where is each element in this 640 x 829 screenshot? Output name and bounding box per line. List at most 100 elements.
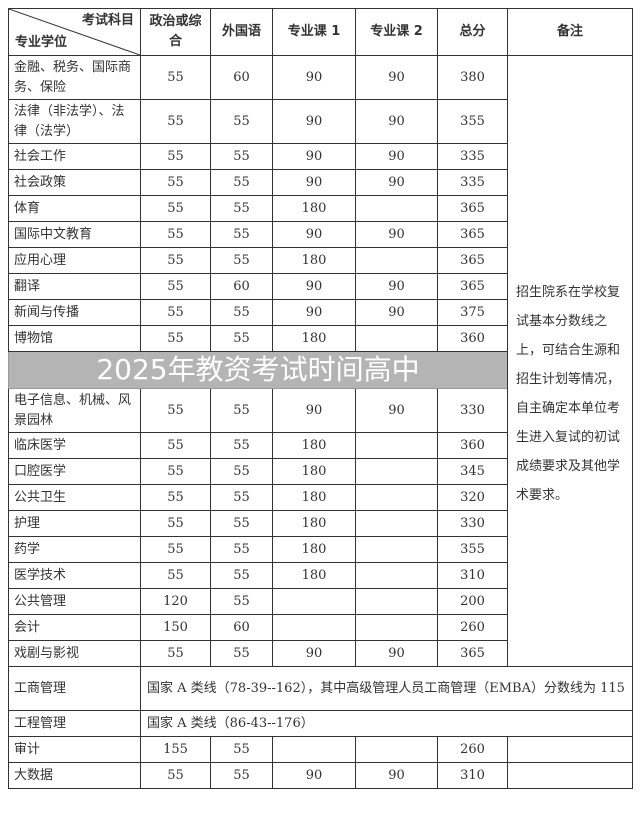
- table-row: 法律（非法学）、法律（法学） 55 55 90 90 355: [8, 99, 633, 144]
- score-cell: 90: [355, 221, 438, 248]
- degree-name: 电子信息、机械、风景园林: [8, 388, 141, 433]
- score-cell: 55: [140, 388, 211, 433]
- score-cell: 335: [437, 143, 508, 170]
- table-row: 会计 150 60 260: [8, 614, 633, 641]
- table-row: 社会工作 55 55 90 90 335: [8, 143, 633, 170]
- score-cell: [355, 562, 438, 589]
- remark-cell-empty: [507, 762, 633, 789]
- col-header-total: 总分: [437, 8, 508, 56]
- degree-name: 临床医学: [8, 432, 141, 459]
- watermark-cell: 2025年教资考试时间高中: [8, 351, 508, 389]
- table-row: 戏剧与影视 55 55 90 90 365: [8, 640, 633, 667]
- score-cell: [355, 510, 438, 537]
- score-cell: 90: [272, 55, 356, 100]
- score-cell: [355, 195, 438, 222]
- degree-name: 大数据: [8, 762, 141, 789]
- score-cell: [355, 325, 438, 352]
- score-cell: [272, 588, 356, 615]
- score-cell: 55: [210, 143, 273, 170]
- score-cell: 120: [140, 588, 211, 615]
- score-cell: 90: [272, 273, 356, 300]
- score-cell: 55: [210, 484, 273, 511]
- score-cell: 55: [140, 762, 211, 789]
- watermark-banner: 2025年教资考试时间高中: [8, 351, 633, 389]
- score-cell: 180: [272, 432, 356, 459]
- table-row: 新闻与传播 55 55 90 90 375: [8, 299, 633, 326]
- score-cell: 360: [437, 325, 508, 352]
- score-cell: 310: [437, 762, 508, 789]
- score-cell: 55: [140, 640, 211, 667]
- table-row: 工商管理 国家 A 类线（78-39--162），其中高级管理人员工商管理（EMB…: [8, 666, 633, 711]
- degree-name: 应用心理: [8, 247, 141, 274]
- table-row: 博物馆 55 55 180 360: [8, 325, 633, 352]
- score-cell: [355, 432, 438, 459]
- score-cell: 55: [140, 55, 211, 100]
- score-cell: 55: [210, 299, 273, 326]
- watermark-text: 2025年教资考试时间高中: [96, 353, 420, 386]
- score-cell: 55: [210, 762, 273, 789]
- col-header-foreign-language: 外国语: [210, 8, 273, 56]
- score-cell: 375: [437, 299, 508, 326]
- score-cell: 330: [437, 388, 508, 433]
- score-cell: 55: [140, 484, 211, 511]
- score-cell: 60: [210, 273, 273, 300]
- score-cell: 55: [210, 432, 273, 459]
- table-row: 医学技术 55 55 180 310: [8, 562, 633, 589]
- score-cell: 55: [140, 510, 211, 537]
- score-cell: 260: [437, 614, 508, 641]
- score-cell: 260: [437, 736, 508, 763]
- score-cell: 55: [140, 273, 211, 300]
- score-cell: 90: [355, 99, 438, 144]
- score-cell: 60: [210, 614, 273, 641]
- score-cell: 55: [140, 536, 211, 563]
- score-cell: 55: [140, 169, 211, 196]
- col-header-remark: 备注: [507, 8, 633, 56]
- score-cell: 90: [355, 299, 438, 326]
- score-cell: 55: [140, 247, 211, 274]
- score-cell: 55: [210, 99, 273, 144]
- score-cell: 365: [437, 640, 508, 667]
- score-cell: 55: [210, 388, 273, 433]
- table-row: 体育 55 55 180 365: [8, 195, 633, 222]
- score-cell: 55: [140, 195, 211, 222]
- corner-header: 考试科目 专业学位: [8, 8, 141, 56]
- degree-name: 体育: [8, 195, 141, 222]
- degree-name: 会计: [8, 614, 141, 641]
- score-cell: 90: [355, 640, 438, 667]
- score-cell: 180: [272, 195, 356, 222]
- score-cell: 55: [210, 640, 273, 667]
- score-cell: 55: [140, 143, 211, 170]
- corner-bottom-label: 专业学位: [15, 35, 68, 50]
- degree-name: 口腔医学: [8, 458, 141, 485]
- degree-name: 法律（非法学）、法律（法学）: [8, 99, 141, 144]
- score-cell: 365: [437, 273, 508, 300]
- score-cell: 55: [140, 562, 211, 589]
- score-cell: 365: [437, 247, 508, 274]
- score-cell: 90: [355, 273, 438, 300]
- score-cell: 55: [210, 325, 273, 352]
- score-cell: 55: [140, 221, 211, 248]
- score-cell: 355: [437, 536, 508, 563]
- score-cell: 90: [272, 388, 356, 433]
- score-cell: 90: [272, 143, 356, 170]
- score-cell: 90: [272, 762, 356, 789]
- score-cell: 55: [210, 562, 273, 589]
- score-cell: 90: [355, 143, 438, 170]
- degree-name: 公共管理: [8, 588, 141, 615]
- score-cell: 310: [437, 562, 508, 589]
- score-cell: 55: [140, 432, 211, 459]
- score-cell: 355: [437, 99, 508, 144]
- degree-name: 护理: [8, 510, 141, 537]
- table-row: 金融、税务、国际商务、保险 55 60 90 90 380 招生院系在学校复试基本分数线之上…: [8, 55, 633, 667]
- score-cell: 90: [272, 169, 356, 196]
- score-cell: 55: [210, 221, 273, 248]
- degree-name: 新闻与传播: [8, 299, 141, 326]
- score-cell: 200: [437, 588, 508, 615]
- degree-name: 审计: [8, 736, 141, 763]
- score-cell: 55: [140, 299, 211, 326]
- degree-name: 社会工作: [8, 143, 141, 170]
- degree-name: 工商管理: [8, 666, 141, 711]
- score-cell: 55: [210, 588, 273, 615]
- table-row: 审计 155 55 260: [8, 736, 633, 763]
- score-cell: 180: [272, 510, 356, 537]
